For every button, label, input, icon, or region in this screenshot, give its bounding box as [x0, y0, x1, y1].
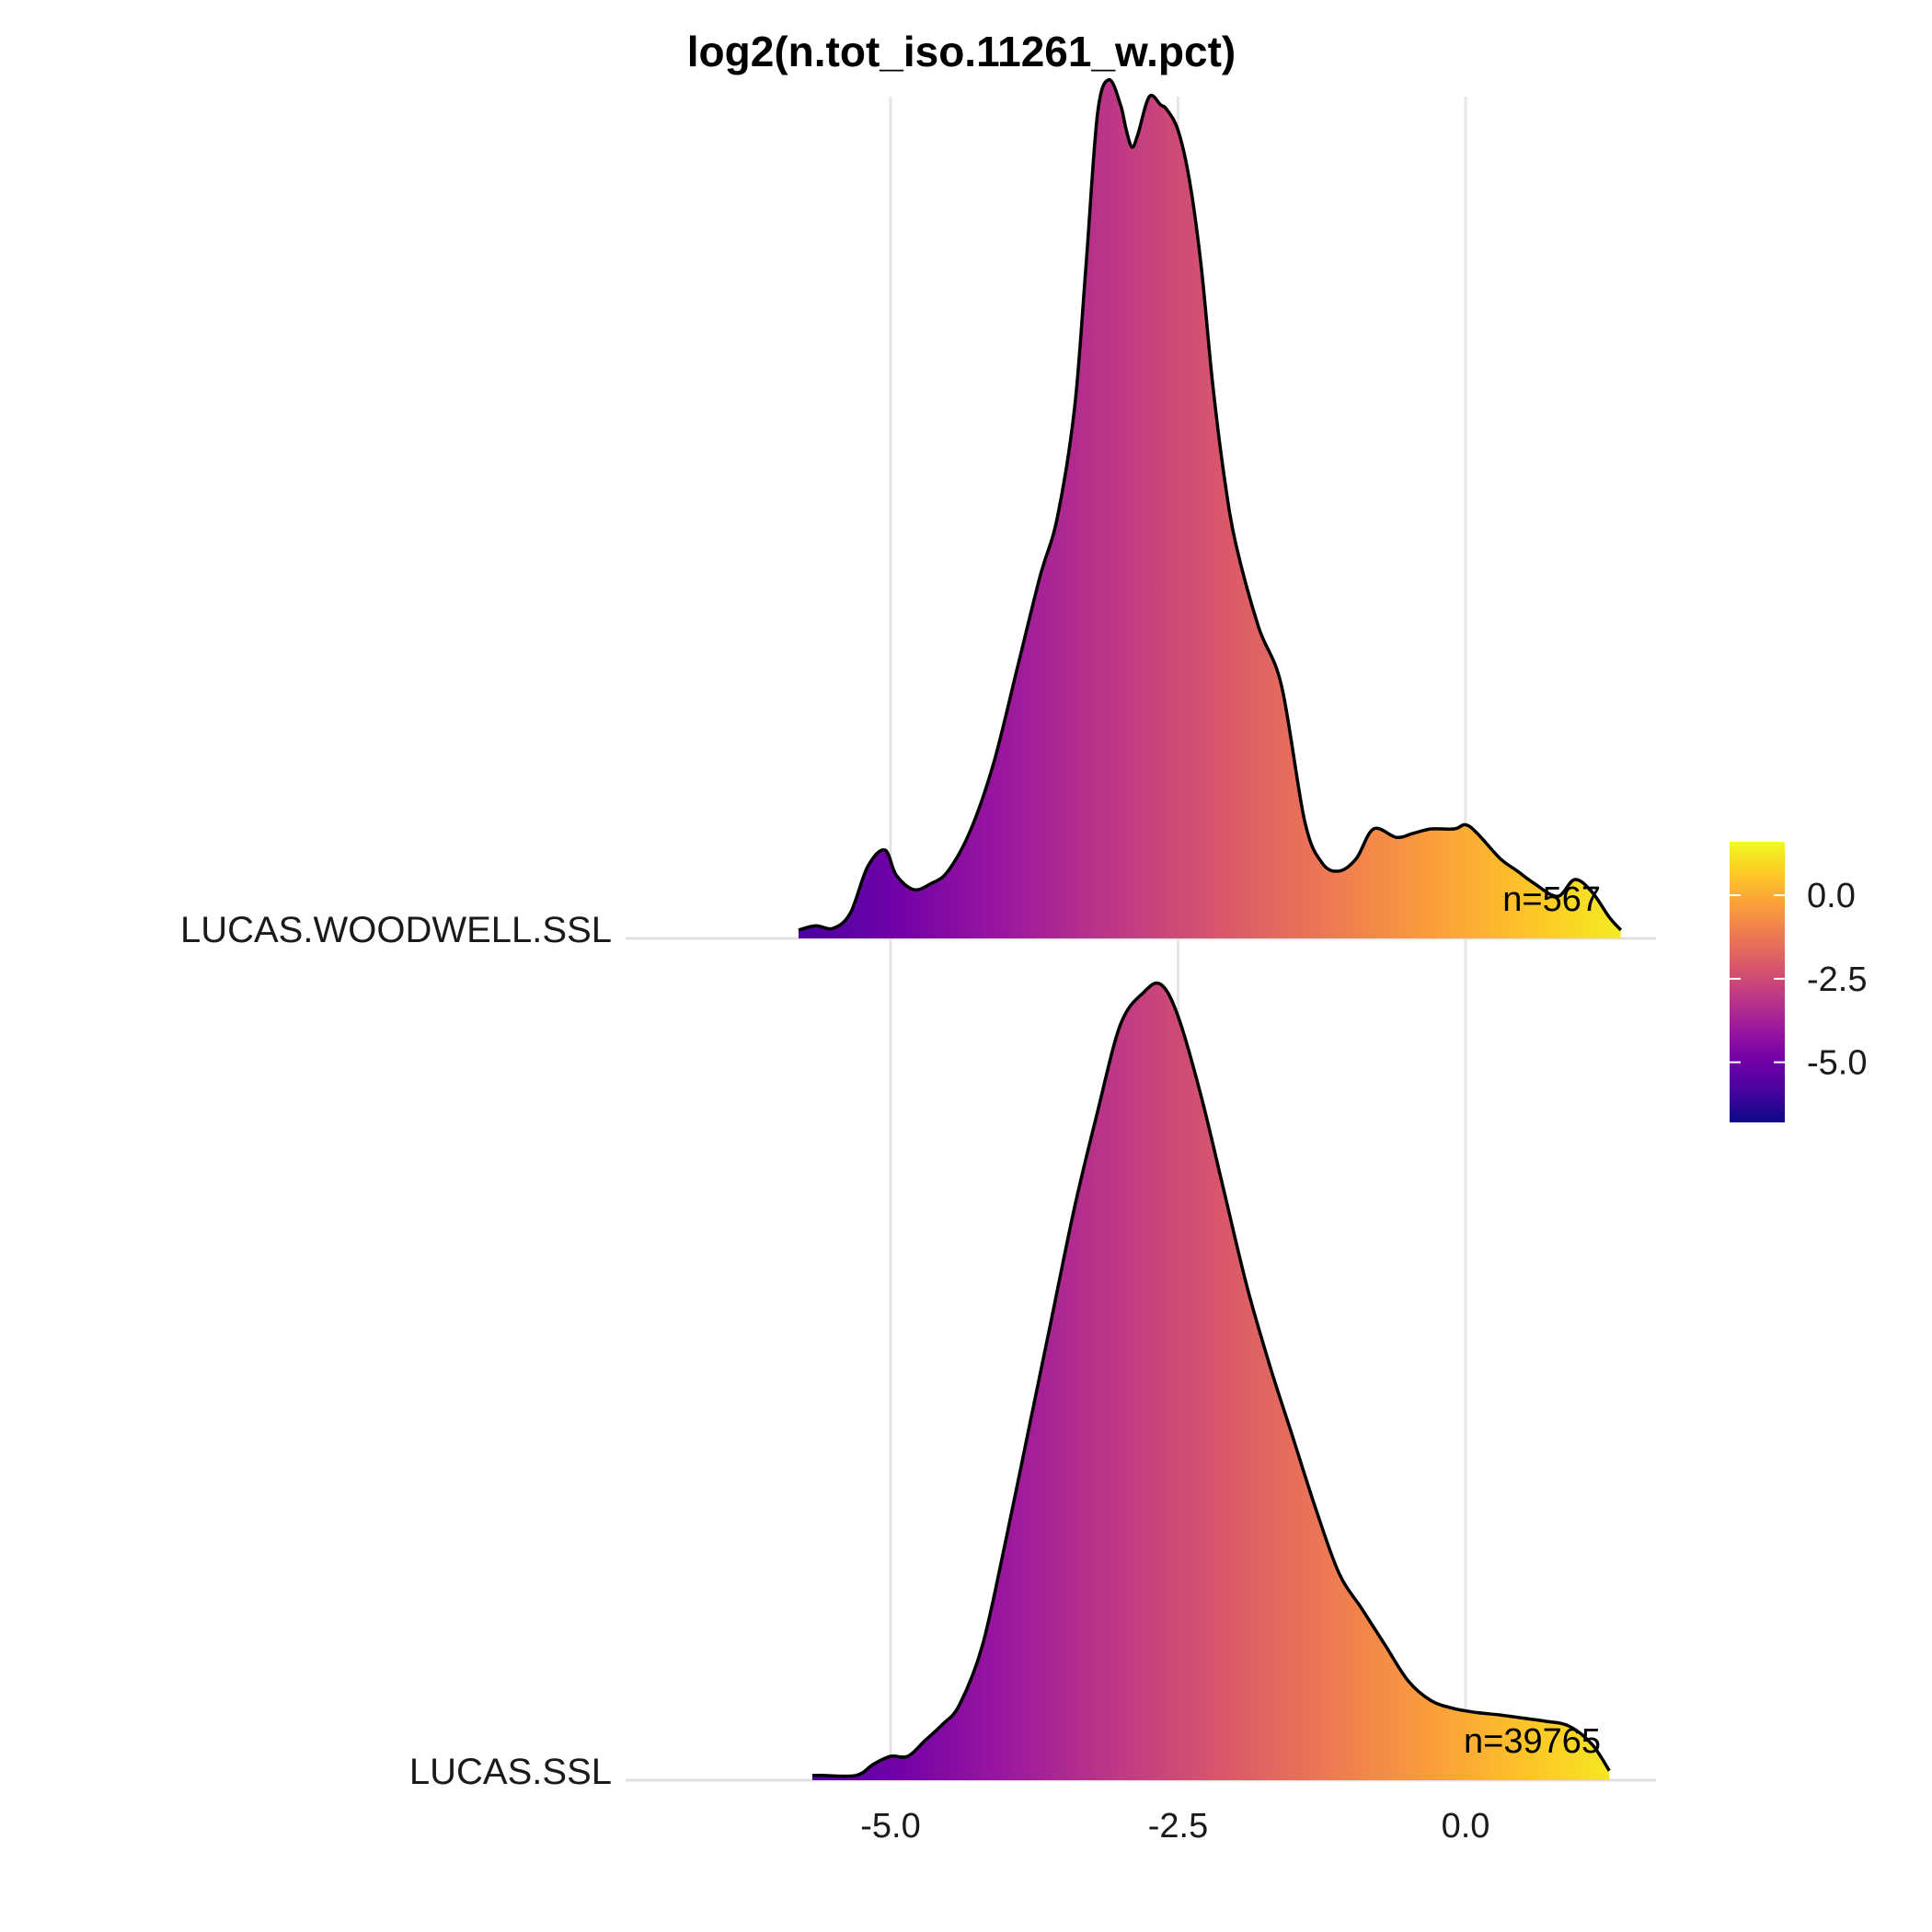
colorbar-tick-label-2: -5.0 — [1807, 1044, 1867, 1083]
colorbar-tick-label-0: 0.0 — [1807, 877, 1856, 915]
n-label-1: n=39765 — [1464, 1722, 1601, 1761]
ridge-fill-1 — [812, 983, 1610, 1780]
chart-title: log2(n.tot_iso.11261_w.pct) — [687, 28, 1236, 75]
colorbar-tick-label-1: -2.5 — [1807, 960, 1867, 999]
x-tick-label-0: -5.0 — [860, 1807, 920, 1846]
ridge-fill-0 — [799, 79, 1621, 938]
category-label-0: LUCAS.WOODWELL.SSL — [180, 910, 612, 950]
colorbar-legend: 0.0 -2.5 -5.0 — [1730, 842, 1867, 1122]
x-tick-labels: -5.0 -2.5 0.0 — [860, 1807, 1489, 1846]
ridges — [798, 77, 1623, 1780]
ridge-line-1 — [812, 981, 1611, 1778]
category-label-1: LUCAS.SSL — [409, 1752, 612, 1792]
n-labels: n=567 n=39765 — [1464, 880, 1601, 1761]
x-tick-label-1: -2.5 — [1148, 1807, 1208, 1846]
colorbar — [1730, 842, 1785, 1122]
category-labels: LUCAS.WOODWELL.SSL LUCAS.SSL — [180, 910, 612, 1792]
ridge-line-0 — [798, 77, 1623, 932]
n-label-0: n=567 — [1502, 880, 1601, 919]
x-tick-label-2: 0.0 — [1442, 1807, 1490, 1846]
